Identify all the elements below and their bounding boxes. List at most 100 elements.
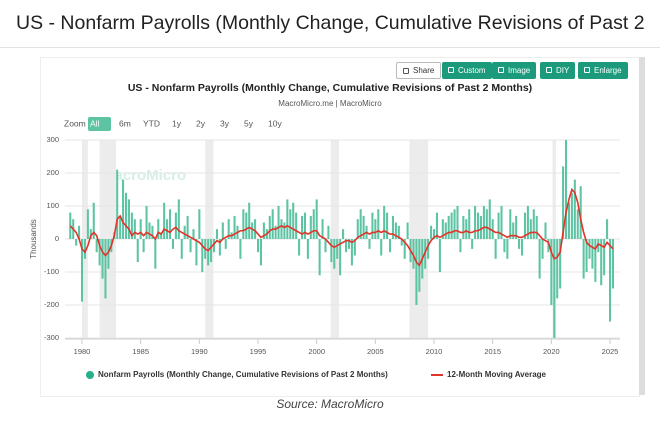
bar <box>295 212 298 239</box>
bar <box>180 239 183 259</box>
bar <box>224 239 227 249</box>
bar <box>124 192 128 239</box>
bar <box>342 229 345 239</box>
bar <box>315 199 318 239</box>
custom-button[interactable]: Custom <box>442 62 492 79</box>
page-title: US - Nonfarm Payrolls (Monthly Change, C… <box>16 12 646 34</box>
zoom-option[interactable]: 6m <box>119 118 131 128</box>
bar <box>497 212 500 239</box>
legend-label: Nonfarm Payrolls (Monthly Change, Cumula… <box>98 370 388 379</box>
bar <box>277 206 280 239</box>
bar <box>318 239 321 276</box>
bar <box>75 239 78 246</box>
bar <box>388 239 392 253</box>
bar <box>139 219 142 239</box>
divider <box>0 47 660 48</box>
bar <box>344 239 348 253</box>
bar <box>353 239 356 256</box>
bar <box>518 239 521 249</box>
bar <box>573 179 576 239</box>
bar <box>248 202 251 239</box>
chart-title: US - Nonfarm Payrolls (Monthly Change, C… <box>128 82 532 94</box>
legend-label: 12-Month Moving Average <box>447 370 547 379</box>
bar <box>171 239 174 249</box>
scrollbar[interactable] <box>639 57 645 395</box>
line <box>69 187 614 267</box>
zoom-option[interactable]: YTD <box>143 118 160 128</box>
bar <box>547 239 550 253</box>
bar <box>471 239 474 249</box>
y-tick-label: 300 <box>46 135 59 144</box>
share-button[interactable]: Share <box>396 62 442 79</box>
bar <box>183 225 186 239</box>
bar <box>83 239 86 259</box>
bar <box>435 212 438 239</box>
bar <box>309 215 312 239</box>
bar <box>453 209 456 239</box>
bar <box>157 219 160 239</box>
bar <box>127 199 130 239</box>
bar <box>556 239 559 299</box>
bar <box>227 219 230 239</box>
bar <box>606 219 609 239</box>
bar <box>280 219 283 239</box>
zoom-label: Zoom <box>64 118 86 128</box>
enlarge-button[interactable]: Enlarge <box>578 62 628 79</box>
bar <box>166 219 169 239</box>
bar <box>254 219 257 239</box>
bar <box>383 206 386 239</box>
bar <box>233 215 236 239</box>
bar <box>333 239 336 269</box>
x-tick-label: 2010 <box>426 347 443 356</box>
bar <box>259 239 262 266</box>
bar <box>397 225 400 239</box>
bar <box>215 229 218 239</box>
bar <box>359 209 362 239</box>
bar <box>274 225 277 239</box>
zoom-option[interactable]: 2y <box>196 118 206 128</box>
diy-button[interactable]: DIY <box>540 62 576 79</box>
bar <box>262 222 265 239</box>
zoom-option[interactable]: 3y <box>220 118 230 128</box>
image-button[interactable]: Image <box>492 62 537 79</box>
bar <box>512 222 515 239</box>
bar <box>523 212 526 239</box>
bar <box>95 239 98 253</box>
bar <box>386 212 389 239</box>
bar <box>500 206 503 239</box>
bar <box>468 209 471 239</box>
bar <box>488 199 491 239</box>
bar <box>485 209 488 239</box>
bar <box>427 239 430 259</box>
bar <box>541 239 544 259</box>
bar <box>462 215 465 239</box>
bar <box>494 239 497 259</box>
bar <box>594 239 597 282</box>
bar <box>189 239 192 253</box>
bar <box>476 212 480 239</box>
x-tick-label: 1990 <box>191 347 208 356</box>
zoom-option[interactable]: 10y <box>268 118 282 128</box>
bar <box>550 239 553 305</box>
bar <box>608 239 612 322</box>
bar <box>391 215 394 239</box>
bar <box>168 209 172 239</box>
bar <box>327 225 330 239</box>
y-tick-label: 200 <box>46 168 59 177</box>
bar <box>298 239 301 256</box>
bar <box>312 209 315 239</box>
bar <box>177 199 180 239</box>
bar <box>479 215 482 239</box>
bar <box>456 206 459 239</box>
x-tick-label: 2005 <box>367 347 384 356</box>
zoom-option[interactable]: 5y <box>244 118 254 128</box>
bar <box>116 169 119 239</box>
zoom-option[interactable]: 1y <box>172 118 182 128</box>
zoom-option[interactable]: All <box>90 118 100 128</box>
y-tick-label: -200 <box>44 300 59 309</box>
bar <box>400 239 403 246</box>
bar <box>101 239 104 279</box>
bar <box>201 239 204 272</box>
bar <box>597 239 600 253</box>
bar <box>268 215 271 239</box>
